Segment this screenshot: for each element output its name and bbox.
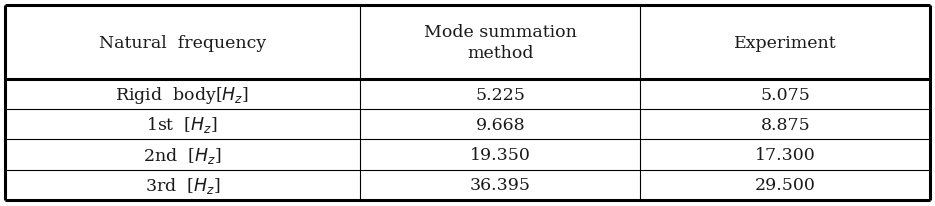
Text: 9.668: 9.668 bbox=[475, 116, 525, 133]
Text: 8.875: 8.875 bbox=[760, 116, 811, 133]
Text: 5.075: 5.075 bbox=[760, 86, 811, 103]
Text: 3rd  [$H_z$]: 3rd [$H_z$] bbox=[145, 175, 220, 195]
Text: 17.300: 17.300 bbox=[755, 146, 815, 163]
Text: 29.500: 29.500 bbox=[755, 176, 816, 193]
Text: Rigid  body[$H_z$]: Rigid body[$H_z$] bbox=[115, 84, 250, 105]
Text: 2nd  [$H_z$]: 2nd [$H_z$] bbox=[143, 145, 222, 165]
Text: Natural  frequency: Natural frequency bbox=[99, 35, 266, 52]
Text: Mode summation
method: Mode summation method bbox=[424, 24, 577, 62]
Text: 5.225: 5.225 bbox=[475, 86, 525, 103]
Text: 1st  [$H_z$]: 1st [$H_z$] bbox=[147, 115, 218, 135]
Text: 19.350: 19.350 bbox=[469, 146, 531, 163]
Text: 36.395: 36.395 bbox=[469, 176, 531, 193]
Text: Experiment: Experiment bbox=[734, 35, 837, 52]
